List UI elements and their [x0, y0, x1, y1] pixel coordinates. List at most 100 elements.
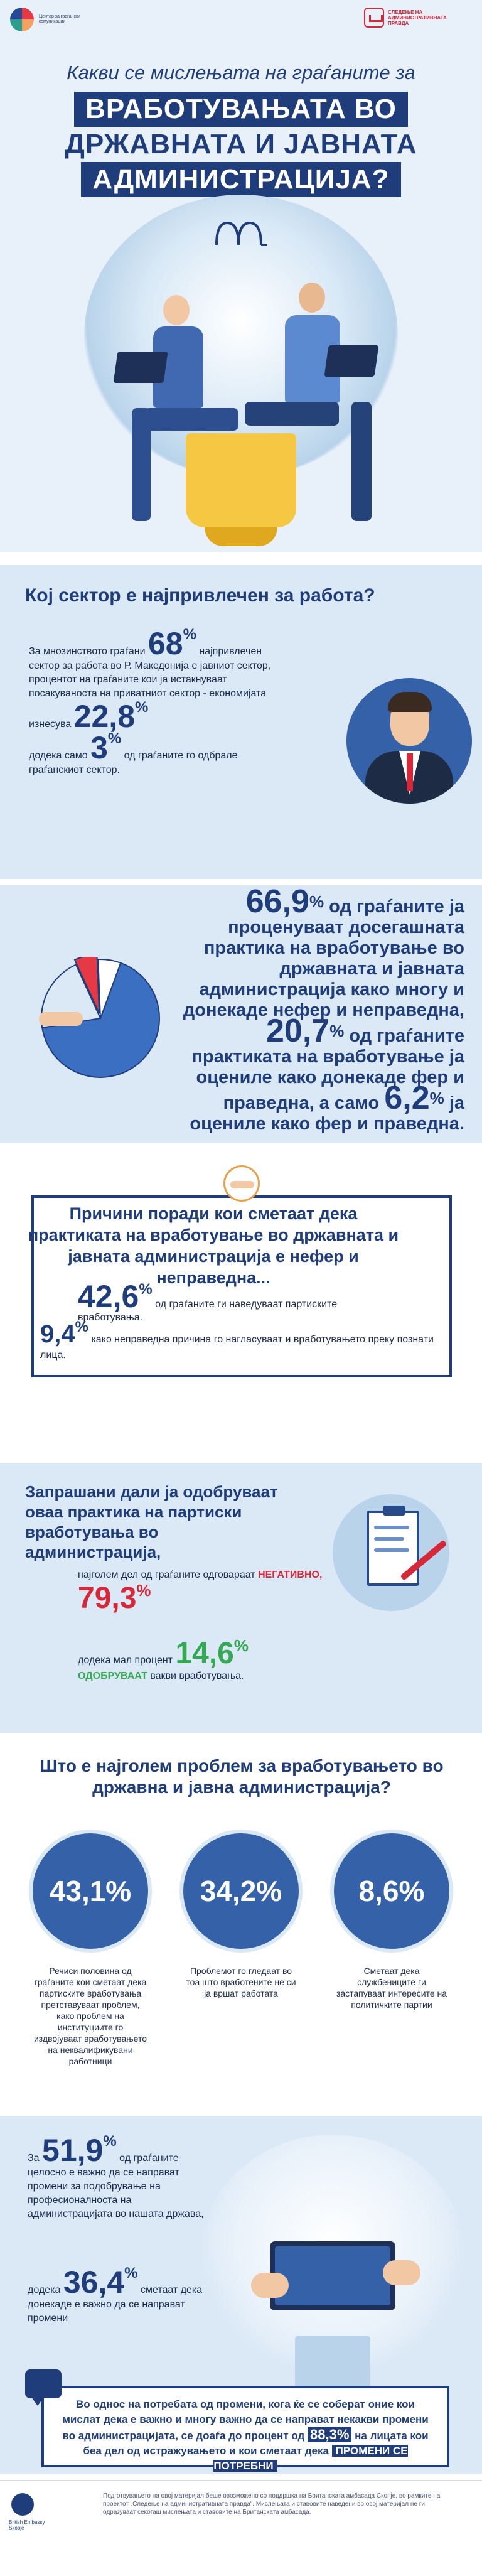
- header-title: ВРАБОТУВАЊАТА ВО ДРЖАВНАТА И ЈАВНАТА АДМ…: [38, 92, 444, 197]
- title-line-3: АДМИНИСТРАЦИЈА?: [81, 162, 401, 197]
- man-head: [299, 283, 325, 313]
- reasons-row-1: 42,6% од граѓаните ги наведуваат партиск…: [78, 1281, 367, 1323]
- pct-sign: %: [135, 699, 149, 716]
- handshake-icon: [223, 1165, 260, 1202]
- change-somewhat: додека 36,4% сметаат дека донекаде е важ…: [28, 2266, 216, 2325]
- sector-pre-third: додека само: [29, 750, 88, 761]
- change-important: За 51,9% од граѓаните целосно е важно да…: [28, 2133, 216, 2221]
- header-section: Центар за граѓански комуникации СЛЕДЕЊЕ …: [0, 0, 482, 552]
- laptop-icon: [113, 352, 168, 383]
- sector-post-main: најпривлечен сектор за работа во Р. Маке…: [29, 646, 271, 730]
- negative-word: НЕГАТИВНО,: [258, 1570, 323, 1580]
- footer-org: British Embassy Skopje: [9, 2519, 45, 2531]
- somewhat-fair-text: од граѓаните практиката на вработување ј…: [191, 1026, 465, 1113]
- fair-value: 6,2: [384, 1080, 430, 1116]
- party-employment-value: 42,6: [78, 1279, 139, 1314]
- problem-desc-2: Проблемот го гледаат во тоа што вработен…: [186, 1966, 296, 1998]
- logo-right-text: СЛЕДЕЊЕ НА АДМИНИСТРАТИВНАТА ПРАВДА: [388, 9, 447, 26]
- clipboard-line: [374, 1537, 404, 1541]
- man-tie: [407, 753, 413, 791]
- pct-sign: %: [233, 1636, 249, 1655]
- problems-section: Што е најголем проблем за вработувањето …: [0, 1739, 482, 2110]
- problem-stat-3: 8,6%: [334, 1833, 449, 1949]
- approval-question: Запрашани дали ја одобруваат оваа практи…: [25, 1482, 278, 1561]
- change-section: За 51,9% од граѓаните целосно е важно да…: [0, 2116, 482, 2474]
- man-legs: [245, 402, 339, 426]
- known-persons-value: 9,4: [40, 1320, 75, 1348]
- businessman-avatar: [346, 678, 472, 804]
- positive-pre: додека мал процент: [78, 1655, 173, 1666]
- negative-value: 79,3: [78, 1582, 137, 1615]
- pointing-hand-icon: [39, 1012, 83, 1026]
- footer: British Embassy Skopje Подготвувањето на…: [0, 2480, 482, 2576]
- positive-word: ОДОБРУВААТ: [78, 1671, 147, 1681]
- approval-positive: додека мал процент 14,6% ОДОБРУВААТ вакв…: [78, 1636, 404, 1682]
- change-summary-box: Во однос на потребата од промени, кога ќ…: [41, 2386, 449, 2472]
- negative-pre: најголем дел од граѓаните одговараат: [78, 1570, 255, 1580]
- header-subtitle: Какви се мислењата на граѓаните за: [67, 62, 415, 84]
- approval-negative: најголем дел од граѓаните одговараат НЕГ…: [78, 1570, 367, 1615]
- pie-slice-1: [41, 962, 160, 1078]
- reasons-row-2: 9,4% како неправедна причина го нагласув…: [40, 1318, 442, 1361]
- hand-right: [383, 2260, 420, 2285]
- problems-question: Што е најголем проблем за вработувањето …: [40, 1756, 444, 1797]
- woman-head: [163, 295, 190, 325]
- title-line-1: ВРАБОТУВАЊАТА ВО: [74, 92, 408, 127]
- pct-sign: %: [107, 730, 122, 747]
- sector-section: Кој сектор е најпривлечен за работа? За …: [0, 565, 482, 879]
- private-sector-value: 22,8: [73, 699, 136, 734]
- hand-left: [251, 2273, 289, 2298]
- clipboard-line: [374, 1548, 409, 1552]
- positive-post: вакви вработувања.: [150, 1671, 244, 1681]
- pct-sign: %: [183, 626, 196, 643]
- monitoring-logo-icon: [364, 8, 384, 28]
- fair-text: ја оцениле како фер и праведна.: [190, 1093, 464, 1134]
- change-pre2: додека: [28, 2285, 61, 2295]
- assessment-section: 66,9% од граѓаните ја проценуваат досега…: [0, 885, 482, 1143]
- public-sector-value: 68: [147, 626, 183, 661]
- pct-sign: %: [75, 1318, 88, 1335]
- sector-pre-main: За мнозинството граѓани: [29, 646, 146, 657]
- problem-stat-2: 34,2%: [183, 1833, 299, 1949]
- reasons-section: Причини поради кои сметаат дека практика…: [0, 1149, 482, 1457]
- reasons-box: [31, 1195, 452, 1377]
- change-pre1: За: [28, 2153, 40, 2164]
- sector-post-third: од граѓаните го одбрале граѓанскиот сект…: [29, 750, 238, 775]
- civil-sector-value: 3: [90, 730, 108, 765]
- logo-left: Центар за граѓански комуникации: [10, 8, 93, 31]
- lightbulb-base: [186, 433, 296, 546]
- summary-text-2: на лицата кои беа дел од истражувањето и…: [83, 2430, 429, 2457]
- problem-desc-1: Речиси половина од граѓаните кои сметаат…: [33, 1966, 147, 2066]
- positive-value: 14,6: [175, 1637, 234, 1670]
- important-value: 51,9: [42, 2133, 104, 2168]
- pct-sign: %: [429, 1089, 444, 1107]
- man-hair: [388, 692, 432, 712]
- cgk-logo-icon: [10, 8, 34, 31]
- unfair-text: од граѓаните ја проценуваат досегашната …: [183, 897, 464, 1020]
- sector-question: Кој сектор е најпривлечен за работа?: [25, 585, 375, 606]
- woman-leg-down: [132, 408, 151, 521]
- woman-legs: [144, 408, 238, 431]
- party-employment-text: од граѓаните ги наведуваат партиските вр…: [78, 1299, 338, 1323]
- assessment-pie-chart: [39, 957, 160, 1078]
- somewhat-fair-value: 20,7: [265, 1013, 330, 1049]
- pct-sign: %: [139, 1281, 153, 1298]
- tablet-icon: [270, 2241, 395, 2310]
- pie-slice-3: [73, 957, 100, 1014]
- filament-icon: [215, 221, 267, 246]
- reasons-title: Причини поради кои сметаат дека практика…: [28, 1204, 399, 1287]
- footer-text: Подготвувањето на овој материјал беше ов…: [103, 2492, 441, 2516]
- uk-crest-icon: [11, 2493, 34, 2516]
- unfair-value: 66,9: [245, 883, 309, 920]
- important-text: од граѓаните целосно е важно да се напра…: [28, 2153, 204, 2219]
- summary-value: 88,3%: [308, 2427, 352, 2442]
- known-persons-text: како неправедна причина го нагласуваат и…: [40, 1334, 434, 1361]
- assessment-text: 66,9% од граѓаните ја проценуваат досега…: [182, 885, 465, 1134]
- summary-text-1: Во однос на потребата од промени, кога ќ…: [62, 2398, 429, 2442]
- laptop-icon-2: [324, 345, 379, 377]
- clipboard-clip: [383, 1506, 405, 1516]
- logo-right: СЛЕДЕЊЕ НА АДМИНИСТРАТИВНАТА ПРАВДА: [364, 8, 468, 28]
- pie-slice-4: [97, 959, 122, 1019]
- clipboard-line: [374, 1526, 409, 1529]
- sector-text: За мнозинството граѓани 68% најпривлечен…: [29, 626, 292, 777]
